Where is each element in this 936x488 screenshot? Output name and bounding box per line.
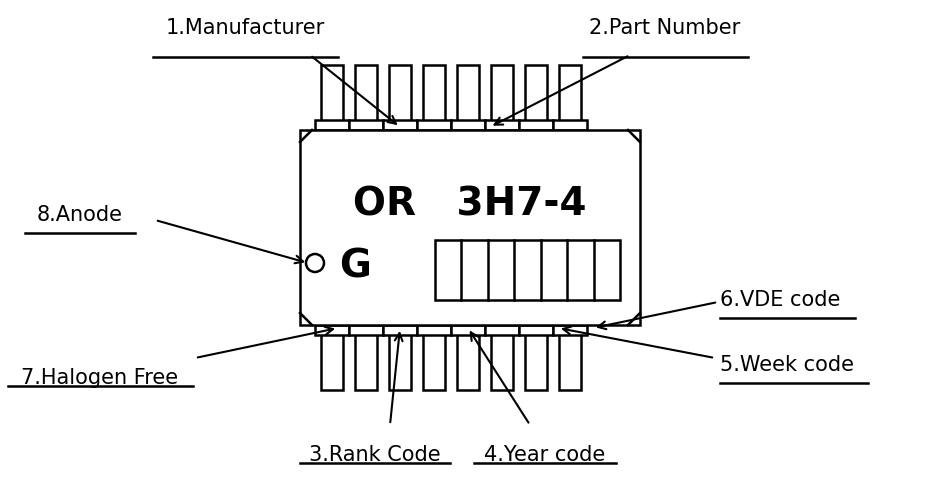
- Bar: [451, 120, 485, 130]
- Bar: [491, 325, 513, 390]
- Bar: [383, 120, 417, 130]
- Bar: [321, 325, 343, 390]
- Bar: [355, 65, 377, 130]
- Text: 4.Year code: 4.Year code: [484, 445, 606, 465]
- Bar: [300, 130, 640, 325]
- Bar: [435, 240, 620, 300]
- Bar: [491, 65, 513, 130]
- Bar: [315, 120, 349, 130]
- Text: 3.Rank Code: 3.Rank Code: [309, 445, 441, 465]
- Bar: [321, 65, 343, 130]
- Bar: [519, 120, 553, 130]
- Text: 2.Part Number: 2.Part Number: [590, 18, 740, 38]
- Circle shape: [306, 254, 324, 272]
- Text: OR   3H7-4: OR 3H7-4: [353, 186, 587, 224]
- Bar: [417, 120, 451, 130]
- Bar: [457, 325, 479, 390]
- Bar: [451, 325, 485, 335]
- Bar: [485, 120, 519, 130]
- Bar: [519, 325, 553, 335]
- Bar: [349, 325, 383, 335]
- Bar: [383, 325, 417, 335]
- Bar: [559, 325, 581, 390]
- Bar: [389, 325, 411, 390]
- Text: 6.VDE code: 6.VDE code: [720, 290, 841, 310]
- Text: G: G: [339, 248, 371, 286]
- Text: 1.Manufacturer: 1.Manufacturer: [166, 18, 325, 38]
- Bar: [553, 120, 587, 130]
- Text: 8.Anode: 8.Anode: [37, 205, 123, 225]
- Bar: [525, 65, 547, 130]
- Bar: [349, 120, 383, 130]
- Bar: [417, 325, 451, 335]
- Bar: [525, 325, 547, 390]
- Bar: [553, 325, 587, 335]
- Bar: [389, 65, 411, 130]
- Text: 5.Week code: 5.Week code: [720, 355, 854, 375]
- Text: 7.Halogen Free: 7.Halogen Free: [22, 368, 179, 388]
- Bar: [315, 325, 349, 335]
- Bar: [559, 65, 581, 130]
- Bar: [485, 325, 519, 335]
- Bar: [423, 65, 445, 130]
- Bar: [355, 325, 377, 390]
- Bar: [457, 65, 479, 130]
- Bar: [423, 325, 445, 390]
